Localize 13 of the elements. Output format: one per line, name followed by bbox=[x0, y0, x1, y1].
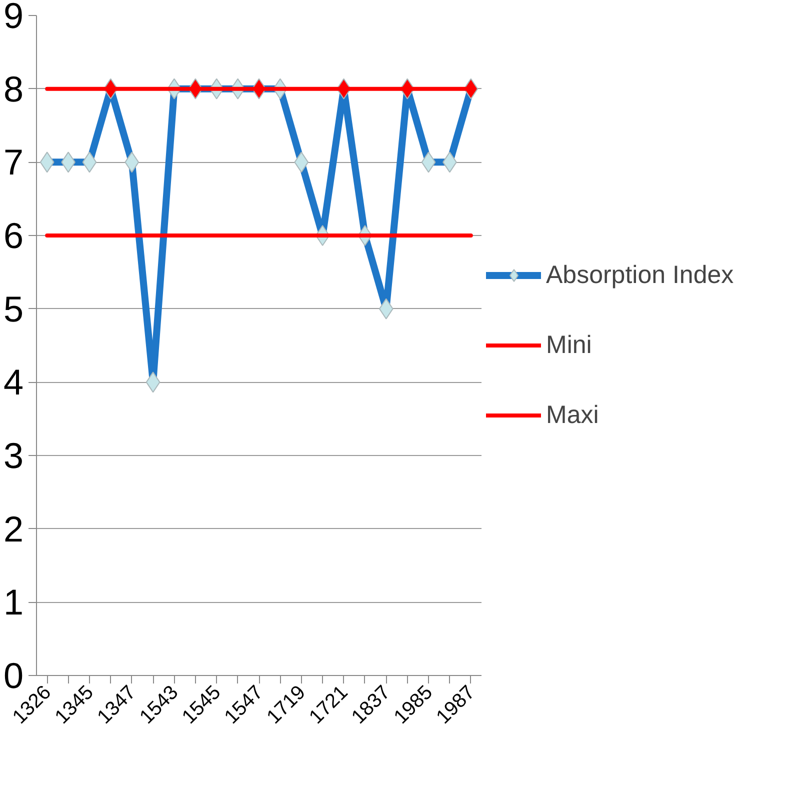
y-tick-label: 4 bbox=[3, 362, 24, 403]
y-tick-label: 7 bbox=[3, 142, 24, 183]
y-tick-label: 3 bbox=[3, 435, 24, 476]
y-tick-label: 0 bbox=[3, 655, 24, 696]
legend-label: Absorption Index bbox=[546, 260, 734, 290]
legend-label: Mini bbox=[546, 330, 592, 360]
legend-label: Maxi bbox=[546, 400, 599, 430]
y-tick-label: 2 bbox=[3, 508, 24, 550]
y-tick-label: 5 bbox=[3, 288, 24, 330]
y-tick-label: 6 bbox=[3, 215, 24, 256]
y-tick-label: 8 bbox=[3, 68, 24, 110]
y-tick-label: 1 bbox=[3, 582, 24, 623]
y-tick-label: 9 bbox=[3, 0, 24, 36]
